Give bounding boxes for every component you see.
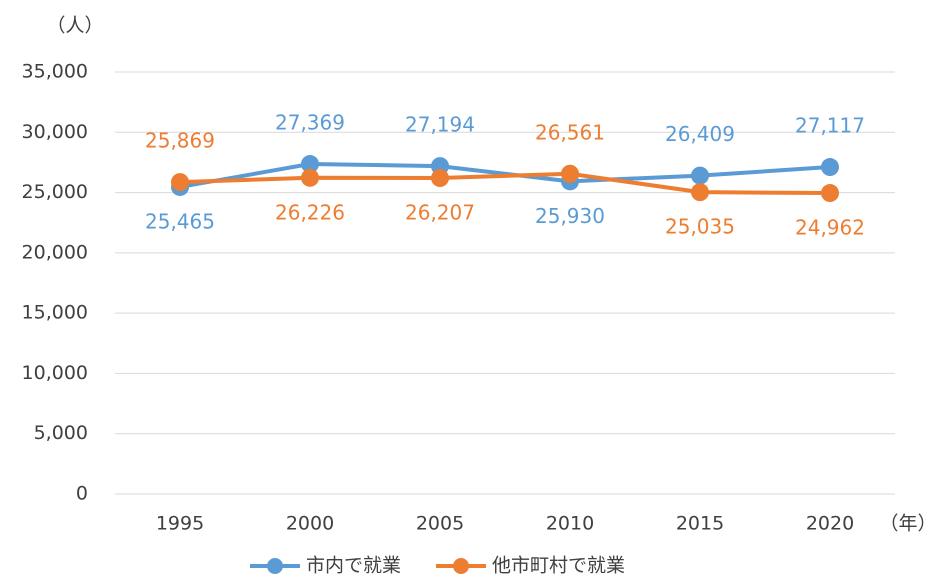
y-tick-label: 30,000 xyxy=(22,121,88,143)
x-tick-label: 1995 xyxy=(156,513,204,535)
marker xyxy=(821,184,839,203)
data-label: 25,465 xyxy=(145,209,215,233)
marker xyxy=(171,173,189,192)
data-label: 26,561 xyxy=(535,120,605,144)
legend-label: 他市町村で就業 xyxy=(492,555,625,577)
data-label: 26,226 xyxy=(275,200,345,224)
data-label: 26,409 xyxy=(665,122,735,146)
x-tick-label: 2020 xyxy=(806,513,854,535)
series-line xyxy=(179,162,831,189)
x-axis-label: （年） xyxy=(879,513,936,535)
y-axis-label: （人） xyxy=(46,15,103,37)
data-label: 24,962 xyxy=(795,216,865,240)
x-tick-label: 2010 xyxy=(546,513,594,535)
data-label: 27,194 xyxy=(405,113,475,137)
x-tick-label: 2000 xyxy=(286,513,334,535)
legend-marker xyxy=(267,558,283,574)
data-label: 25,869 xyxy=(145,129,215,153)
marker xyxy=(691,183,709,202)
y-tick-label: 35,000 xyxy=(22,61,88,83)
y-tick-label: 25,000 xyxy=(22,181,88,203)
marker xyxy=(301,155,319,174)
x-tick-label: 2005 xyxy=(416,513,464,535)
data-label: 26,207 xyxy=(405,201,475,225)
marker xyxy=(431,169,449,188)
marker xyxy=(561,164,579,183)
marker xyxy=(691,166,709,185)
y-tick-label: 15,000 xyxy=(22,302,88,324)
x-tick-label: 2015 xyxy=(676,513,724,535)
data-label: 25,035 xyxy=(665,215,735,239)
legend-marker xyxy=(453,558,470,574)
legend-label: 市内で就業 xyxy=(306,555,401,577)
data-label: 25,930 xyxy=(535,204,605,228)
y-tick-label: 10,000 xyxy=(22,362,88,384)
y-tick-label: 5,000 xyxy=(34,422,88,444)
data-label: 27,369 xyxy=(275,111,345,135)
marker xyxy=(301,168,319,187)
series-line xyxy=(179,171,831,196)
y-tick-label: 20,000 xyxy=(22,241,88,263)
data-label: 27,117 xyxy=(795,114,865,138)
marker xyxy=(821,158,839,177)
y-tick-label: 0 xyxy=(76,483,88,505)
